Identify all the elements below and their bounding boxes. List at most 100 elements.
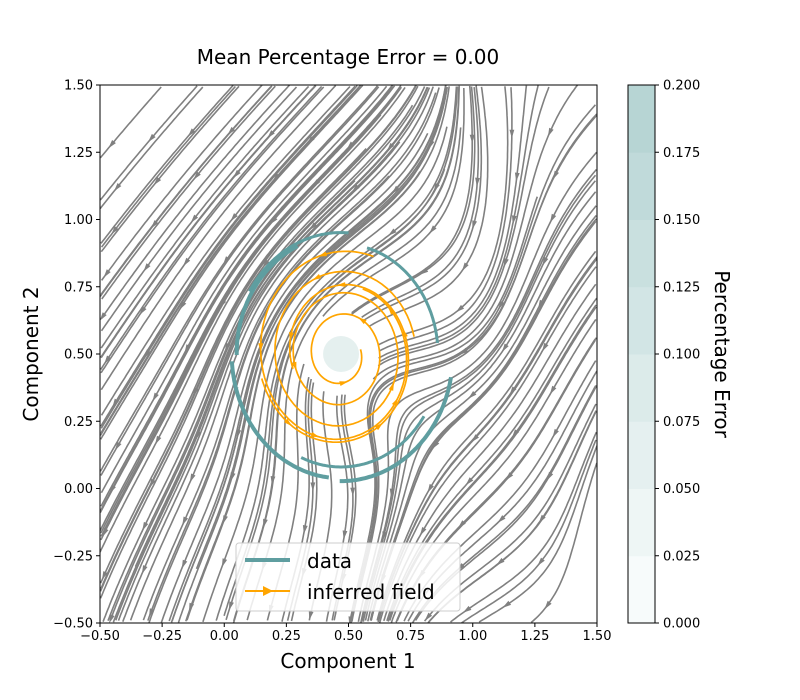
background-streamline — [530, 462, 597, 623]
background-streamline — [100, 86, 298, 332]
background-streamline-arrow — [262, 259, 270, 268]
background-streamline-arrow — [537, 557, 545, 566]
background-streamline-arrow — [512, 215, 517, 225]
x-tick-label: 1.50 — [583, 629, 612, 644]
data-trajectory — [229, 230, 453, 484]
background-streamline-arrow — [502, 343, 509, 352]
background-streamline-arrow — [182, 516, 189, 526]
inferred-field-arrow — [402, 328, 408, 338]
background-streamline-arrow — [223, 256, 230, 265]
x-tick-label: 0.50 — [334, 629, 363, 644]
background-streamline-arrow — [108, 140, 116, 149]
background-streamline-arrow — [267, 130, 275, 139]
background-streamline-arrow — [306, 136, 315, 145]
y-axis: −0.50 −0.25 0.00 0.25 0.50 0.75 1.00 1.25 1.50 — [53, 79, 100, 632]
legend-inferred-arrow — [263, 586, 273, 596]
colorbar-band — [628, 354, 655, 422]
background-streamline-arrow — [549, 385, 557, 395]
colorbar-tick-label: 0.200 — [663, 79, 700, 94]
background-streamline — [109, 180, 356, 621]
x-tick-label: 1.00 — [458, 629, 487, 644]
background-streamline-arrow — [538, 514, 546, 524]
background-streamline-arrow — [103, 269, 111, 278]
background-streamline-arrow — [386, 142, 395, 152]
background-streamline — [351, 85, 473, 314]
background-streamline-arrow — [472, 220, 477, 230]
legend-inferred-label: inferred field — [307, 580, 435, 604]
colorbar-tick-label: 0.075 — [663, 415, 700, 430]
inferred-field-arrow — [258, 343, 264, 352]
background-streamline-arrow — [424, 612, 433, 621]
background-streamline-arrow — [552, 170, 559, 180]
data-trajectory-segment — [234, 244, 299, 355]
y-tick-label: 1.00 — [64, 213, 93, 228]
background-streamline — [101, 85, 276, 300]
colorbar-band — [628, 421, 655, 489]
background-streamline — [350, 104, 597, 623]
background-streamline — [232, 86, 460, 622]
inferred-field-arrow — [336, 282, 346, 287]
background-streamline-arrow — [428, 140, 435, 149]
background-streamline-arrow — [193, 387, 199, 397]
background-streamline — [100, 85, 272, 295]
background-streamline — [100, 85, 356, 427]
background-streamline — [100, 85, 388, 494]
background-streamline-arrow — [310, 482, 316, 492]
legend: data inferred field — [235, 542, 461, 612]
background-streamline — [100, 85, 417, 589]
background-streamline-arrow — [222, 515, 228, 525]
y-tick-label: 0.75 — [64, 280, 93, 295]
background-streamline-arrow — [455, 304, 465, 313]
background-streamline — [349, 196, 539, 623]
x-tick-label: 0.75 — [396, 629, 425, 644]
background-streamline — [100, 86, 402, 534]
background-streamline-arrow — [155, 435, 162, 445]
background-streamline — [129, 86, 434, 621]
background-streamline-arrow — [346, 141, 355, 150]
background-streamline-arrow — [351, 184, 360, 193]
x-axis: −0.50 −0.25 0.00 0.25 0.50 0.75 1.00 1.25 1.50 — [80, 623, 611, 644]
background-streamline-arrow — [503, 258, 509, 268]
background-streamline-arrow — [498, 300, 505, 310]
x-tick-label: 0.25 — [272, 629, 301, 644]
background-streamline — [368, 86, 489, 328]
background-streamline-arrow — [142, 521, 149, 531]
background-streamline-arrow — [465, 477, 474, 486]
background-streamline — [450, 431, 597, 623]
colorbar-tick-label: 0.150 — [663, 213, 700, 228]
background-streamline — [100, 85, 236, 248]
colorbar-tick-label: 0.125 — [663, 280, 700, 295]
background-streamline — [361, 87, 480, 318]
x-axis-label: Component 1 — [280, 649, 415, 673]
y-tick-label: 0.00 — [64, 482, 93, 497]
background-streamline-arrow — [308, 611, 314, 620]
inferred-field-arrow — [388, 382, 394, 391]
data-trajectory-segment — [339, 376, 453, 484]
background-streamline-arrow — [190, 214, 199, 223]
background-streamline-arrow — [183, 257, 191, 267]
inferred-field-arrow — [289, 332, 294, 341]
background-streamline-arrow — [104, 355, 112, 364]
data-trajectory-segment — [248, 230, 349, 293]
background-streamline — [100, 85, 316, 359]
background-streamline-arrow — [148, 133, 156, 143]
y-tick-label: 1.25 — [64, 146, 93, 161]
inferred-field-arrow — [375, 422, 384, 431]
background-streamline-arrow — [546, 471, 554, 481]
background-streamline — [378, 85, 539, 363]
inferred-field-arrow — [387, 306, 395, 315]
background-streamline — [100, 85, 234, 244]
background-streamline — [100, 85, 419, 599]
background-streamline-arrow — [302, 525, 308, 534]
background-streamline-arrow — [230, 213, 238, 222]
background-streamline-arrow — [221, 558, 228, 568]
background-streamline-arrow — [342, 530, 348, 540]
background-streamline-arrow — [388, 228, 397, 236]
background-streamline-arrow — [312, 179, 320, 188]
colorbar-tick-label: 0.050 — [663, 482, 700, 497]
background-streamline-arrow — [102, 571, 108, 580]
background-streamline-arrow — [544, 600, 552, 610]
background-streamline-arrow — [152, 392, 159, 402]
background-streamline-arrow — [469, 134, 475, 144]
background-streamline-arrow — [542, 342, 549, 352]
